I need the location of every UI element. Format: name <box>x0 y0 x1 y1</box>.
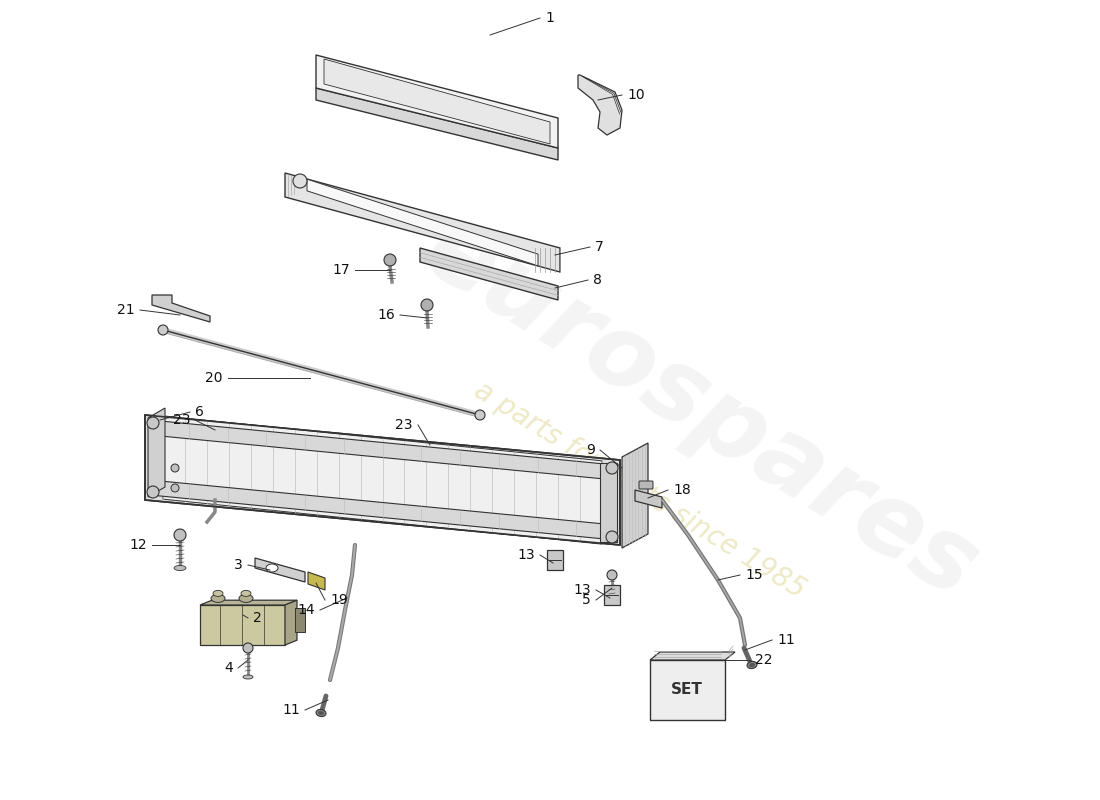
FancyBboxPatch shape <box>650 660 725 720</box>
Ellipse shape <box>243 675 253 679</box>
Polygon shape <box>285 600 297 645</box>
Circle shape <box>147 417 160 429</box>
FancyBboxPatch shape <box>639 481 653 489</box>
Text: 14: 14 <box>297 603 315 617</box>
Text: 13: 13 <box>573 583 591 597</box>
Ellipse shape <box>239 594 253 602</box>
Text: 11: 11 <box>777 633 794 647</box>
Polygon shape <box>316 88 558 160</box>
Polygon shape <box>150 420 615 480</box>
Circle shape <box>170 484 179 492</box>
Text: 2: 2 <box>253 611 262 625</box>
Polygon shape <box>547 550 563 570</box>
Polygon shape <box>316 55 558 148</box>
Polygon shape <box>578 75 621 135</box>
Text: 7: 7 <box>595 240 604 254</box>
Text: 15: 15 <box>745 568 762 582</box>
Text: 21: 21 <box>118 303 135 317</box>
Polygon shape <box>285 173 560 272</box>
Polygon shape <box>163 416 602 544</box>
Ellipse shape <box>211 594 226 602</box>
Text: 8: 8 <box>593 273 602 287</box>
Circle shape <box>147 486 160 498</box>
Text: 17: 17 <box>332 263 350 277</box>
Circle shape <box>475 410 485 420</box>
Circle shape <box>170 464 179 472</box>
Text: 6: 6 <box>195 405 204 419</box>
Text: eurospares: eurospares <box>406 202 994 618</box>
Circle shape <box>243 643 253 653</box>
Ellipse shape <box>174 566 186 570</box>
Text: 9: 9 <box>586 443 595 457</box>
Ellipse shape <box>266 564 278 572</box>
Polygon shape <box>152 295 210 322</box>
Polygon shape <box>150 480 615 540</box>
Polygon shape <box>600 463 617 542</box>
Ellipse shape <box>749 663 755 667</box>
Circle shape <box>293 174 307 188</box>
Ellipse shape <box>316 710 326 717</box>
Circle shape <box>174 529 186 541</box>
Text: 3: 3 <box>234 558 243 572</box>
Circle shape <box>606 462 618 474</box>
Polygon shape <box>307 179 538 266</box>
Polygon shape <box>308 572 324 590</box>
Text: SET: SET <box>671 682 703 698</box>
Polygon shape <box>145 415 620 545</box>
Text: 1: 1 <box>544 11 554 25</box>
Text: 18: 18 <box>673 483 691 497</box>
Text: 22: 22 <box>755 653 772 667</box>
Text: a parts for parts since 1985: a parts for parts since 1985 <box>470 376 811 604</box>
Text: 11: 11 <box>283 703 300 717</box>
Polygon shape <box>200 600 297 605</box>
Polygon shape <box>200 605 285 645</box>
Polygon shape <box>604 585 620 605</box>
Text: 23: 23 <box>173 413 190 427</box>
Polygon shape <box>420 248 558 300</box>
Text: 16: 16 <box>377 308 395 322</box>
Circle shape <box>606 531 618 543</box>
Circle shape <box>384 254 396 266</box>
Polygon shape <box>621 443 648 548</box>
Polygon shape <box>324 59 550 144</box>
Text: 20: 20 <box>206 371 223 385</box>
Text: 4: 4 <box>224 661 233 675</box>
Text: 10: 10 <box>627 88 645 102</box>
Ellipse shape <box>318 711 324 715</box>
Ellipse shape <box>747 662 757 669</box>
Circle shape <box>158 325 168 335</box>
Text: 23: 23 <box>396 418 412 432</box>
Polygon shape <box>255 558 305 582</box>
Text: 5: 5 <box>582 593 591 607</box>
FancyBboxPatch shape <box>295 608 305 632</box>
Polygon shape <box>650 652 735 660</box>
Circle shape <box>607 570 617 580</box>
Text: 13: 13 <box>517 548 535 562</box>
Text: 19: 19 <box>330 593 348 607</box>
Ellipse shape <box>241 590 251 597</box>
Text: 12: 12 <box>130 538 147 552</box>
Polygon shape <box>148 408 165 497</box>
Circle shape <box>421 299 433 311</box>
Ellipse shape <box>213 590 223 597</box>
Polygon shape <box>635 490 662 508</box>
